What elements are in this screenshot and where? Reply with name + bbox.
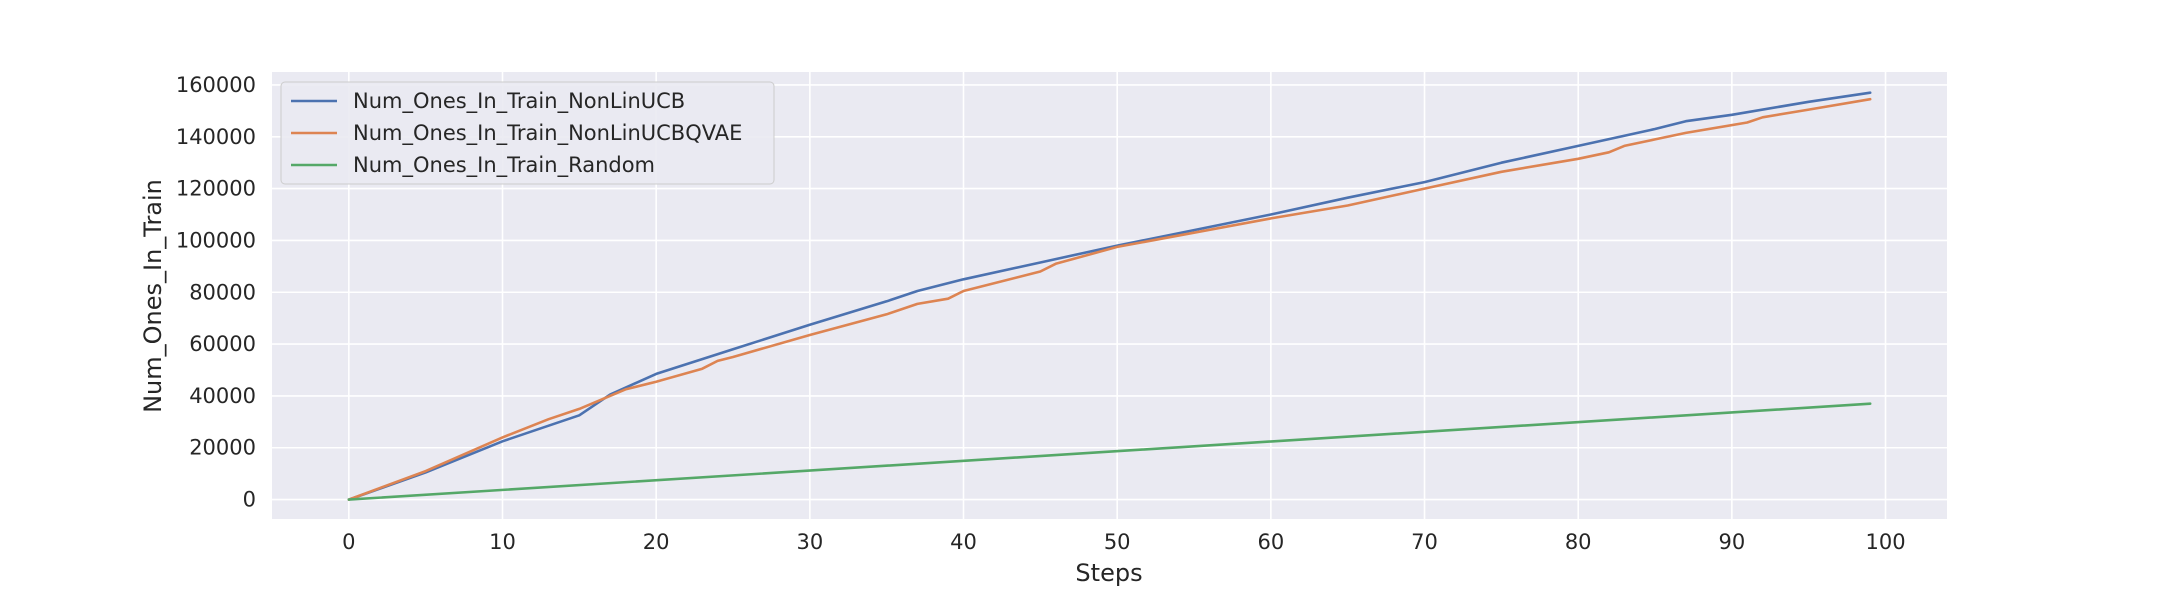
- x-tick-label: 70: [1411, 530, 1438, 554]
- y-tick-label: 0: [243, 488, 256, 512]
- legend-label-1: Num_Ones_In_Train_NonLinUCB: [353, 89, 685, 114]
- x-tick-label: 0: [342, 530, 355, 554]
- y-tick-label: 40000: [189, 384, 256, 408]
- legend-box: [280, 81, 775, 185]
- y-tick-label: 20000: [189, 436, 256, 460]
- series-lines: [347, 91, 1872, 501]
- y-tick-label: 140000: [176, 125, 256, 149]
- x-tick-label: 10: [489, 530, 516, 554]
- x-tick-label: 30: [796, 530, 823, 554]
- series-line-1: [347, 91, 1872, 501]
- y-tick-label: 60000: [189, 332, 256, 356]
- legend-label-3: Num_Ones_In_Train_Random: [353, 153, 655, 178]
- x-axis-label: Steps: [1075, 559, 1142, 587]
- y-tick-label: 120000: [176, 177, 256, 201]
- x-tick-label: 20: [643, 530, 670, 554]
- x-tick-labels: 0 10 20 30 40 50 60 70 80 90 100: [342, 530, 1905, 554]
- series-line-2: [347, 97, 1872, 501]
- series-line-3: [347, 402, 1872, 501]
- legend-label-2: Num_Ones_In_Train_NonLinUCBQVAE: [353, 121, 742, 146]
- x-tick-label: 100: [1865, 530, 1905, 554]
- legend: Num_Ones_In_Train_NonLinUCB Num_Ones_In_T…: [280, 81, 775, 185]
- y-axis-label: Num_Ones_In_Train: [139, 179, 167, 413]
- x-tick-label: 90: [1718, 530, 1745, 554]
- x-tick-label: 50: [1104, 530, 1131, 554]
- y-tick-label: 80000: [189, 280, 256, 304]
- y-tick-labels: 0 20000 40000 60000 80000 100000 120000 140000 1…: [176, 73, 256, 512]
- x-tick-label: 80: [1565, 530, 1592, 554]
- x-tick-label: 60: [1257, 530, 1284, 554]
- y-tick-label: 100000: [176, 228, 256, 252]
- y-tick-label: 160000: [176, 73, 256, 97]
- x-tick-label: 40: [950, 530, 977, 554]
- legend-entries: Num_Ones_In_Train_NonLinUCB Num_Ones_In_T…: [291, 89, 742, 178]
